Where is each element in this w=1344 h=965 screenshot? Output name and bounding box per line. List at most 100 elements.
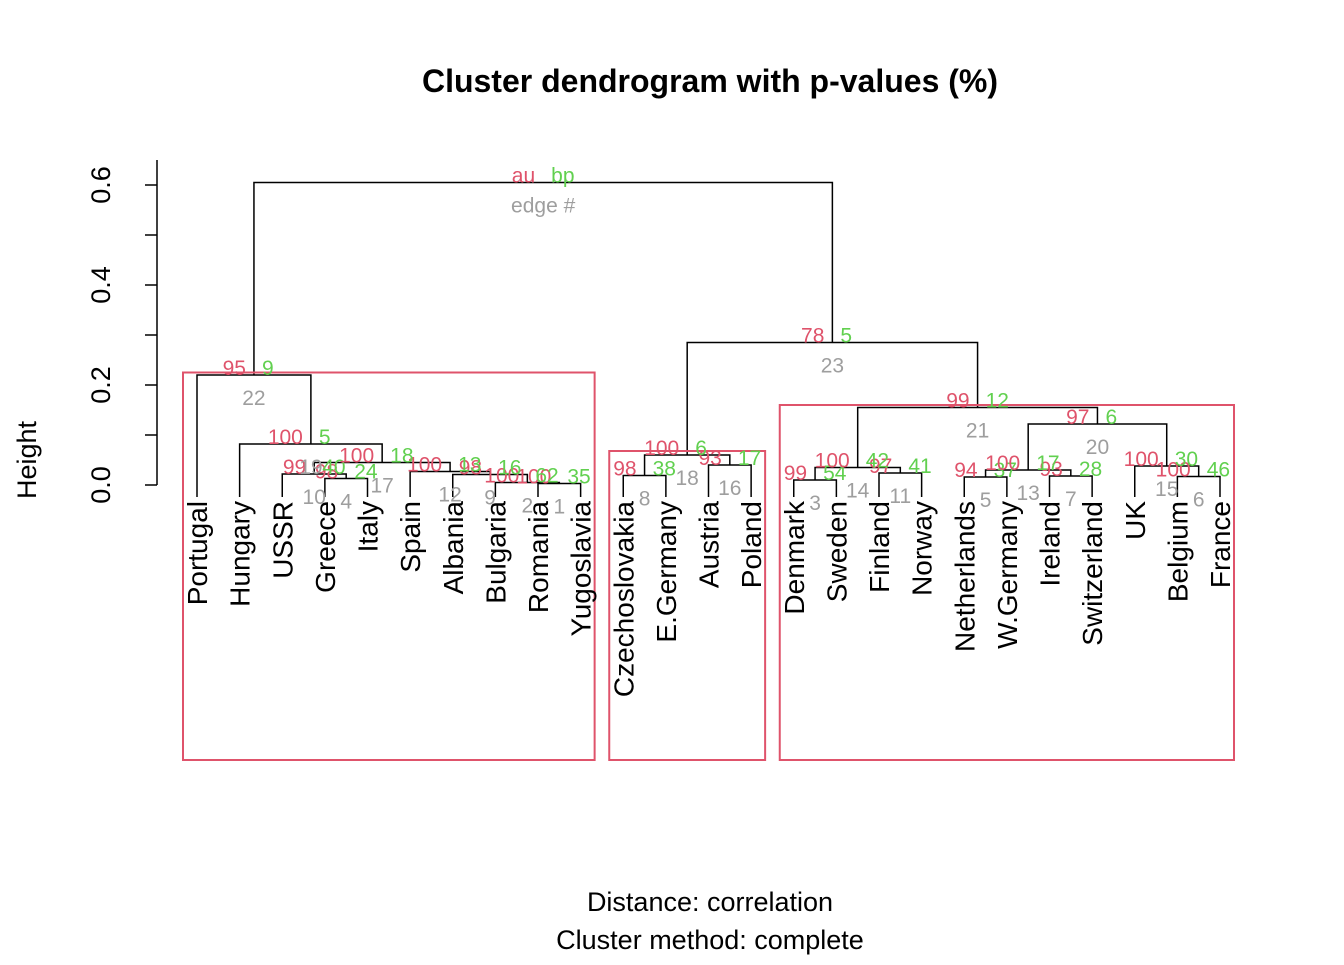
au-value-label: 93 [1039,458,1062,481]
leaf-label: Poland [736,501,767,588]
leaf-label: Bulgaria [480,501,511,604]
edge-number-label: 22 [242,387,265,410]
au-value-label: 95 [223,357,246,380]
au-value-label: 94 [954,459,978,482]
edge-number-label: 23 [821,355,844,378]
cluster-box [608,450,767,761]
au-value-label: 99 [784,462,807,485]
leaf-label: Spain [395,501,426,573]
x-axis-label-distance: Distance: correlation [587,887,833,917]
bp-value-label: 42 [866,450,889,473]
au-value-label: 100 [339,445,374,468]
cluster-box [182,371,596,761]
leaf-label: Ireland [1035,501,1066,587]
edge-number-label: 19 [299,456,322,479]
edge-number-label: 6 [1193,489,1205,512]
bp-value-label: 35 [567,466,590,489]
bp-value-label: 9 [262,357,274,380]
leaf-label: Switzerland [1077,501,1108,646]
leaf-label: Romania [523,501,554,613]
y-tick-label: 0.2 [86,366,116,404]
bp-value-label: 17 [738,447,761,470]
edge-number-label: 2 [522,495,534,518]
chart-title: Cluster dendrogram with p-values (%) [422,63,998,99]
au-value-label: 100 [516,466,551,489]
legend-bp: bp [551,165,574,188]
au-value-label: 99 [283,456,306,479]
edge-number-label: 1 [553,496,565,519]
cluster-highlight-boxes [182,371,1235,761]
y-tick-label: 0.6 [86,166,116,204]
au-value-label: 78 [801,325,824,348]
leaf-label: Belgium [1162,501,1193,602]
edge-number-label: 15 [1155,478,1178,501]
leaf-label: Finland [864,501,895,593]
au-value-label: 100 [985,452,1020,475]
edge-number-label: 21 [966,420,989,443]
edge-number-label: 13 [1017,482,1040,505]
bp-value-label: 6 [695,437,707,460]
leaf-label: Netherlands [949,501,980,652]
bp-value-label: 17 [1036,452,1059,475]
leaf-label: Yugoslavia [566,501,597,637]
y-axis: 0.0 0.2 0.4 0.6 [86,160,158,504]
bp-value-label: 54 [823,462,847,485]
edge-number-label: 11 [889,485,911,508]
au-value-label: 98 [315,461,338,484]
au-value-label: 100 [644,437,679,460]
bp-value-label: 40 [322,456,345,479]
leaf-label: Albania [438,501,469,595]
au-value-label: 100 [407,454,442,477]
au-value-label: 98 [459,457,482,480]
au-value-label: 100 [484,465,519,488]
y-axis-label: Height [12,420,42,499]
leaf-label: Norway [907,501,938,596]
edge-number-label: 14 [846,480,870,503]
bp-value-label: 38 [653,458,676,481]
edge-number-label: 9 [484,487,496,510]
leaf-label: Sweden [821,501,852,602]
au-value-label: 97 [869,455,892,478]
leaf-label: Greece [310,501,341,593]
leaf-label: Portugal [182,501,213,605]
leaf-label: Italy [353,501,384,552]
dendrogram-tree [196,181,1221,497]
bp-value-label: 24 [354,461,378,484]
edge-number-label: 3 [809,492,821,515]
edge-number-label: 16 [718,477,741,500]
au-value-label: 99 [946,390,969,413]
bp-value-label: 13 [458,454,481,477]
legend-au: au [512,165,535,188]
y-tick-label: 0.4 [86,266,116,304]
legend-edge: edge # [511,195,576,218]
leaf-label: E.Germany [651,501,682,643]
leaf-label: Denmark [779,500,810,615]
au-value-label: 100 [1124,448,1159,471]
edge-number-label: 18 [676,467,699,490]
edge-number-label: 10 [303,486,326,509]
y-tick-label: 0.0 [86,466,116,504]
edge-number-label: 7 [1065,488,1077,511]
edge-number-label: 5 [980,489,992,512]
au-value-label: 100 [815,450,850,473]
bp-value-label: 12 [986,390,1009,413]
au-value-label: 97 [1066,406,1089,429]
edge-number-label: 17 [370,475,393,498]
au-value-label: 98 [613,458,636,481]
leaf-label: USSR [267,501,298,579]
x-axis-label-method: Cluster method: complete [556,925,864,955]
bp-value-label: 18 [390,445,413,468]
bp-value-label: 28 [1079,458,1102,481]
au-value-label: 100 [268,426,303,449]
au-value-label: 93 [698,447,721,470]
leaf-labels: Portugal Hungary USSR Greece Italy Spain Alban… [182,500,1236,697]
bp-value-label: 46 [1207,459,1230,482]
leaf-label: Hungary [225,501,256,607]
leaf-label: Czechoslovakia [608,501,639,698]
edge-number-label: 4 [340,491,352,514]
bp-value-label: 5 [319,426,331,449]
bp-value-label: 30 [1175,448,1198,471]
